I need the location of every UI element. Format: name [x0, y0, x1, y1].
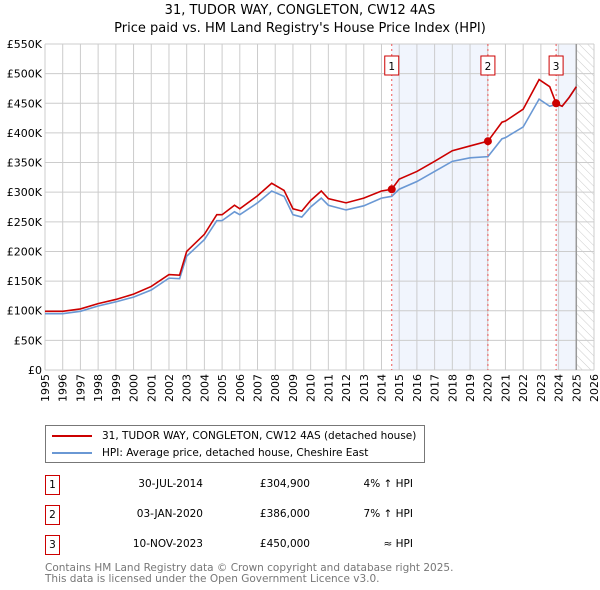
x-tick-label: 2017 [429, 374, 442, 402]
x-tick-label: 2015 [393, 374, 406, 402]
sale-hpi: 7% ↑ HPI [363, 508, 413, 520]
legend-label: 31, TUDOR WAY, CONGLETON, CW12 4AS (deta… [102, 430, 417, 442]
sale-hpi: ≈ HPI [383, 538, 413, 550]
x-tick-label: 1999 [110, 374, 123, 402]
y-tick-label: £350K [7, 157, 43, 170]
y-tick-label: £150K [7, 275, 43, 288]
x-tick-label: 1998 [92, 374, 105, 402]
x-tick-label: 2026 [588, 374, 600, 402]
sale-marker-box [548, 55, 564, 76]
x-tick-label: 2018 [446, 374, 459, 402]
y-tick-label: £300K [7, 186, 43, 199]
legend-item-hpi: HPI: Average price, detached house, Ches… [52, 447, 368, 459]
series-line [45, 86, 577, 315]
x-tick-label: 2002 [163, 374, 176, 402]
x-tick-label: 1996 [57, 374, 70, 402]
sale-marker-label: 2 [45, 505, 60, 525]
chart-title: 31, TUDOR WAY, CONGLETON, CW12 4AS [164, 3, 436, 18]
sale-price: £386,000 [259, 508, 310, 520]
future-hatch [576, 44, 594, 370]
x-tick-label: 1995 [39, 374, 52, 402]
sale-marker-label: 1 [388, 61, 395, 73]
x-tick-label: 2024 [553, 374, 566, 402]
x-tick-label: 2021 [499, 374, 512, 402]
x-tick-label: 2012 [340, 374, 353, 402]
sale-marker-box [384, 55, 400, 76]
y-tick-label: £100K [7, 305, 43, 318]
x-tick-label: 2007 [252, 374, 265, 402]
plot-area: £0 £50K £100K £150K £200K £250K £300K £350K £400… [7, 38, 600, 402]
footer-license: This data is licensed under the Open Gov… [45, 573, 380, 585]
sale-row: 1 30-JUL-2014 £304,900 4% ↑ HPI [45, 475, 465, 495]
y-tick-label: £450K [7, 97, 43, 110]
x-tick-label: 2023 [535, 374, 548, 402]
x-tick-label: 2005 [216, 374, 229, 402]
x-tick-label: 2020 [482, 374, 495, 402]
x-tick-label: 2013 [358, 374, 371, 402]
y-tick-label: £50K [14, 334, 43, 347]
sale-point [552, 99, 561, 108]
sale-point [387, 185, 396, 194]
footer-copyright: Contains HM Land Registry data © Crown c… [45, 562, 454, 574]
series-line [45, 78, 577, 313]
sale-marker-label: 3 [45, 535, 60, 555]
x-tick-label: 2016 [411, 374, 424, 402]
sale-row: 3 10-NOV-2023 £450,000 ≈ HPI [45, 535, 465, 555]
legend-swatch [52, 435, 92, 437]
sale-hpi: 4% ↑ HPI [363, 478, 413, 490]
x-tick-label: 2008 [269, 374, 282, 402]
y-tick-label: £250K [7, 216, 43, 229]
sale-row: 2 03-JAN-2020 £386,000 7% ↑ HPI [45, 505, 465, 525]
x-tick-label: 2009 [287, 374, 300, 402]
x-tick-label: 2014 [375, 374, 388, 402]
sale-price: £304,900 [259, 478, 310, 490]
x-tick-label: 2010 [305, 374, 318, 402]
y-tick-label: £500K [7, 68, 43, 81]
x-tick-label: 2006 [234, 374, 247, 402]
sale-date: 10-NOV-2023 [132, 538, 203, 550]
x-tick-label: 2003 [181, 374, 194, 402]
y-tick-label: £550K [7, 38, 43, 51]
legend-label: HPI: Average price, detached house, Ches… [102, 447, 369, 459]
y-tick-label: £400K [7, 127, 43, 140]
legend-item-property: 31, TUDOR WAY, CONGLETON, CW12 4AS (deta… [52, 430, 416, 442]
x-tick-label: 2011 [322, 374, 335, 402]
sale-point [483, 137, 492, 146]
sale-marker-label: 3 [553, 61, 560, 73]
sale-date: 30-JUL-2014 [138, 478, 203, 490]
x-tick-label: 2000 [128, 374, 141, 402]
sale-marker-label: 2 [485, 61, 492, 73]
legend-swatch [52, 452, 92, 454]
x-tick-label: 2004 [198, 374, 211, 402]
sale-price: £450,000 [259, 538, 310, 550]
x-tick-label: 2019 [464, 374, 477, 402]
x-tick-label: 2022 [517, 374, 530, 402]
sale-marker-box [480, 55, 496, 76]
y-tick-label: £0 [28, 364, 42, 377]
sale-marker-label: 1 [45, 475, 60, 495]
x-tick-label: 2001 [145, 374, 158, 402]
legend: 31, TUDOR WAY, CONGLETON, CW12 4AS (deta… [45, 425, 425, 463]
x-tick-label: 2025 [570, 374, 583, 402]
x-tick-label: 1997 [74, 374, 87, 402]
chart-subtitle: Price paid vs. HM Land Registry's House … [114, 21, 486, 36]
shaded-period [556, 44, 577, 370]
sale-date: 03-JAN-2020 [136, 508, 203, 520]
shaded-period [391, 44, 488, 370]
y-tick-label: £200K [7, 245, 43, 258]
